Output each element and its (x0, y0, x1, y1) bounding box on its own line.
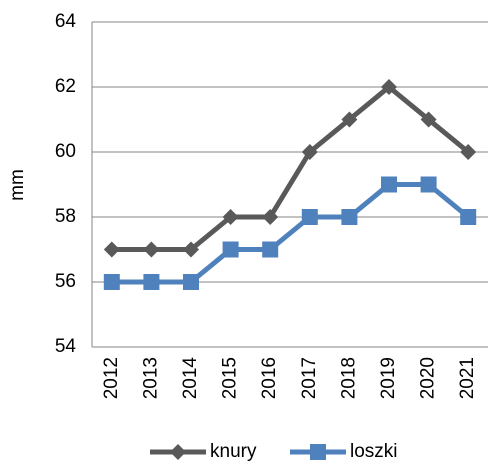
data-point (143, 274, 160, 290)
y-tick-label: 64 (55, 11, 77, 32)
x-tick-label: 2021 (457, 357, 478, 399)
data-point (222, 241, 239, 258)
x-tick-label: 2016 (259, 357, 280, 399)
y-tick-label: 54 (55, 336, 77, 357)
x-tick-label: 2012 (101, 357, 122, 399)
legend-marker (170, 444, 186, 460)
x-tick-label: 2018 (338, 357, 359, 399)
x-tick-label: 2019 (378, 357, 399, 399)
x-tick-label: 2017 (299, 357, 320, 399)
x-tick-label: 2014 (180, 357, 201, 400)
x-tick-label: 2015 (220, 357, 241, 399)
legend-label: knury (210, 441, 257, 462)
data-point (381, 176, 397, 193)
data-point (341, 111, 358, 128)
data-point (301, 209, 318, 225)
legend-marker (310, 444, 326, 460)
data-point (103, 274, 120, 290)
legend-label: loszki (350, 441, 398, 462)
series-line (111, 182, 470, 285)
y-tick-label: 60 (55, 141, 76, 162)
data-point (262, 209, 279, 225)
y-tick-label: 56 (55, 271, 76, 292)
data-point (420, 111, 437, 128)
data-point (460, 144, 477, 160)
data-point (183, 241, 199, 258)
data-point (103, 241, 120, 258)
x-tick-label: 2020 (418, 357, 439, 399)
y-axis-label: mm (7, 169, 28, 201)
data-point (420, 176, 437, 193)
y-tick-label: 58 (55, 206, 76, 227)
data-point (262, 241, 279, 258)
series-line (111, 84, 470, 252)
data-point (460, 209, 477, 225)
data-point (183, 274, 199, 290)
data-point (341, 209, 358, 225)
data-point (301, 144, 318, 160)
data-point (381, 79, 397, 95)
y-tick-label: 62 (55, 76, 76, 97)
x-tick-label: 2013 (140, 357, 161, 399)
data-point (222, 209, 239, 225)
data-point (143, 241, 160, 258)
